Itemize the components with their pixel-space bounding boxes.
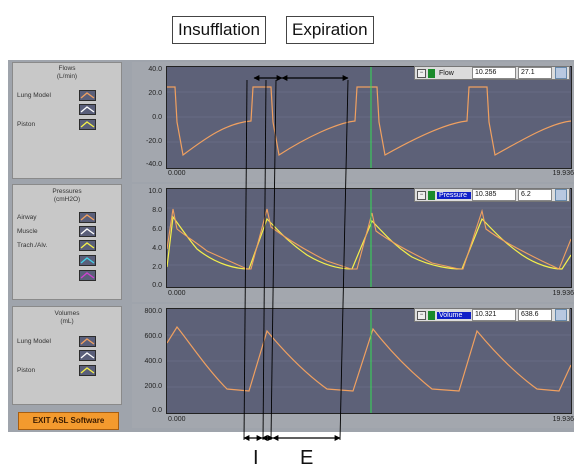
app-window: Flows (L/min) Lung Model Piston Pressure…: [8, 60, 574, 432]
cursor-y-value[interactable]: 638.6: [518, 309, 552, 321]
pressures-legend-title: Pressures: [52, 188, 82, 195]
pressure-trach-yellow-swatch[interactable]: [79, 240, 96, 251]
flow-y-tick: -20.0: [146, 138, 162, 145]
pressure-airway-orange-swatch[interactable]: [79, 212, 96, 223]
volumes-legend-unit: (mL): [60, 318, 74, 325]
insufflation-i-label: I: [253, 447, 259, 469]
pressures-legend-panel: Pressures (cmH2O) Airway Muscle Trach./A…: [12, 184, 122, 300]
flow-y-tick: 20.0: [148, 90, 162, 97]
collapse-icon[interactable]: −: [417, 190, 426, 200]
pressure-muscle-white-swatch[interactable]: [79, 226, 96, 237]
cursor-y-value[interactable]: 27.1: [518, 67, 552, 79]
volume-y-tick: 200.0: [144, 383, 162, 390]
flows-legend-label: Piston: [17, 121, 36, 128]
volume-plot-area[interactable]: [166, 308, 572, 414]
flow-lung-orange-swatch[interactable]: [79, 90, 96, 101]
flow-graph: 40.0 20.0 0.0 -20.0 -40.0 0.000 19.936 −…: [132, 62, 574, 182]
volume-lung-white-swatch[interactable]: [79, 350, 96, 361]
volume-piston-yellow-swatch[interactable]: [79, 365, 96, 376]
volumes-legend-label: Lung Model: [17, 338, 51, 345]
cursor-x-value[interactable]: 10.256: [472, 67, 516, 79]
pressure-y-tick: 0.0: [152, 282, 162, 289]
pressures-legend-label: Muscle: [17, 228, 38, 235]
pressure-cursor-palette: − Pressure 10.385 6.2: [414, 188, 570, 202]
insufflation-callout: Insufflation: [172, 16, 266, 44]
volume-y-tick: 0.0: [152, 407, 162, 414]
flow-lung-white-swatch[interactable]: [79, 104, 96, 115]
pressure-y-tick: 6.0: [152, 226, 162, 233]
cursor-name: Volume: [437, 311, 471, 319]
flow-plot-area[interactable]: [166, 66, 572, 169]
volume-x-end: 19.936: [552, 416, 574, 423]
volume-waveform: [167, 309, 571, 413]
pressure-x-start: 0.000: [168, 290, 186, 297]
flow-y-tick: 0.0: [152, 114, 162, 121]
cursor-lock-icon[interactable]: [428, 68, 435, 78]
flows-legend-panel: Flows (L/min) Lung Model Piston: [12, 62, 122, 179]
pressure-y-tick: 2.0: [152, 264, 162, 271]
expiration-callout: Expiration: [286, 16, 374, 44]
pressure-y-tick: 10.0: [148, 188, 162, 195]
pressure-graph: 10.0 8.0 6.0 4.0 2.0 0.0 0.000 19.936 − …: [132, 184, 574, 302]
pressure-cyan-swatch[interactable]: [79, 255, 96, 266]
collapse-icon[interactable]: −: [417, 310, 426, 320]
flow-x-end: 19.936: [552, 170, 574, 177]
expiration-e-label: E: [300, 447, 314, 469]
cursor-name: Pressure: [437, 191, 471, 199]
cursor-y-value[interactable]: 6.2: [518, 189, 552, 201]
flow-cursor-palette: − Flow 10.256 27.1: [414, 66, 570, 80]
flow-waveform: [167, 67, 571, 168]
volume-cursor-palette: − Volume 10.321 638.6: [414, 308, 570, 322]
flows-legend-title: Flows: [58, 65, 76, 72]
volume-y-tick: 800.0: [144, 308, 162, 315]
pressure-magenta-swatch[interactable]: [79, 270, 96, 281]
cursor-x-value[interactable]: 10.385: [472, 189, 516, 201]
pressure-y-tick: 4.0: [152, 245, 162, 252]
flows-legend-label: Lung Model: [17, 92, 51, 99]
volumes-legend-title: Volumes: [54, 310, 80, 317]
flow-y-tick: 40.0: [148, 66, 162, 73]
flow-piston-yellow-swatch[interactable]: [79, 119, 96, 130]
pressure-waveform: [167, 189, 571, 287]
volume-x-start: 0.000: [168, 416, 186, 423]
cursor-scroll-icon[interactable]: [555, 189, 567, 201]
volume-y-tick: 400.0: [144, 358, 162, 365]
cursor-scroll-icon[interactable]: [555, 309, 567, 321]
pressure-x-end: 19.936: [552, 290, 574, 297]
volume-y-tick: 600.0: [144, 333, 162, 340]
pressures-legend-label: Airway: [17, 214, 37, 221]
pressure-plot-area[interactable]: [166, 188, 572, 288]
flow-y-tick: -40.0: [146, 161, 162, 168]
collapse-icon[interactable]: −: [417, 68, 426, 78]
pressures-legend-unit: (cmH2O): [53, 196, 81, 203]
cursor-lock-icon[interactable]: [428, 190, 435, 200]
cursor-name: Flow: [439, 69, 454, 77]
pressure-y-tick: 8.0: [152, 207, 162, 214]
volume-lung-orange-swatch[interactable]: [79, 336, 96, 347]
cursor-x-value[interactable]: 10.321: [472, 309, 516, 321]
cursor-scroll-icon[interactable]: [555, 67, 567, 79]
exit-button[interactable]: EXIT ASL Software: [18, 412, 119, 430]
volume-graph: 800.0 600.0 400.0 200.0 0.0 0.000 19.936…: [132, 304, 574, 428]
volumes-legend-label: Piston: [17, 367, 36, 374]
flows-legend-unit: (L/min): [56, 73, 78, 80]
pressures-legend-label: Trach./Alv.: [17, 242, 48, 249]
volumes-legend-panel: Volumes (mL) Lung Model Piston: [12, 306, 122, 405]
cursor-lock-icon[interactable]: [428, 310, 435, 320]
flow-x-start: 0.000: [168, 170, 186, 177]
